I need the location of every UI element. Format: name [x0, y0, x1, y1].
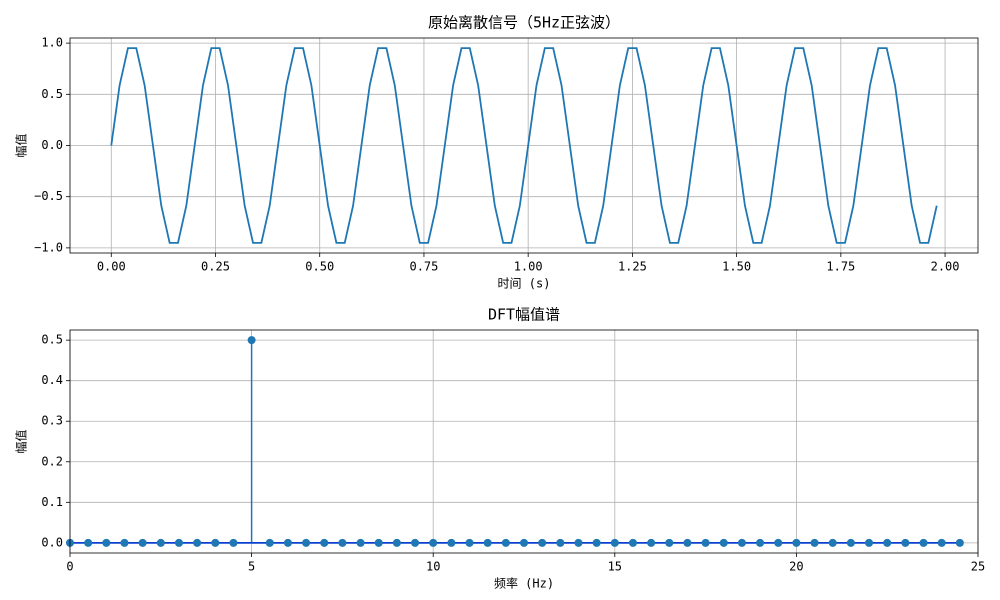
- stem-marker: [919, 538, 928, 547]
- y-tick-label: 0.4: [41, 373, 63, 387]
- x-tick-label: 0.75: [409, 260, 438, 274]
- stem-marker: [883, 538, 892, 547]
- stem-marker: [955, 538, 964, 547]
- y-tick-label: −1.0: [34, 240, 63, 254]
- x-axis-label: 时间 (s): [498, 277, 551, 291]
- stem-marker: [320, 538, 329, 547]
- y-tick-label: 0.5: [41, 87, 63, 101]
- stem-marker: [102, 538, 111, 547]
- stem-marker: [628, 538, 637, 547]
- stem-marker: [737, 538, 746, 547]
- stem-marker: [610, 538, 619, 547]
- x-tick-label: 0.00: [97, 260, 126, 274]
- y-tick-label: 0.1: [41, 495, 63, 509]
- stem-marker: [556, 538, 565, 547]
- y-axis-label: 幅值: [14, 429, 29, 453]
- stem-marker: [138, 538, 147, 547]
- stem-marker: [865, 538, 874, 547]
- y-tick-label: 0.5: [41, 333, 63, 347]
- x-tick-label: 0.50: [305, 260, 334, 274]
- stem-marker: [756, 538, 765, 547]
- stem-marker: [937, 538, 946, 547]
- x-tick-label: 20: [789, 560, 803, 574]
- stem-marker: [719, 538, 728, 547]
- x-tick-label: 5: [248, 560, 255, 574]
- y-tick-label: 0.3: [41, 414, 63, 428]
- y-tick-label: 1.0: [41, 36, 63, 50]
- x-tick-label: 0.25: [201, 260, 230, 274]
- y-tick-label: 0.2: [41, 454, 63, 468]
- stem-marker: [374, 538, 383, 547]
- x-tick-label: 1.75: [826, 260, 855, 274]
- stem-marker: [574, 538, 583, 547]
- stem-marker: [538, 538, 547, 547]
- stem-marker: [665, 538, 674, 547]
- stem-marker: [120, 538, 129, 547]
- stem-marker: [774, 538, 783, 547]
- stem-marker: [265, 538, 274, 547]
- stem-marker: [447, 538, 456, 547]
- x-tick-label: 2.00: [931, 260, 960, 274]
- stem-marker: [429, 538, 438, 547]
- stem-marker: [701, 538, 710, 547]
- stem-marker: [211, 538, 220, 547]
- y-axis-label: 幅值: [14, 133, 29, 157]
- stem-marker: [411, 538, 420, 547]
- stem-marker: [302, 538, 311, 547]
- stem-marker: [483, 538, 492, 547]
- x-tick-label: 1.00: [514, 260, 543, 274]
- stem-marker: [901, 538, 910, 547]
- stem-marker: [792, 538, 801, 547]
- stem-marker: [156, 538, 165, 547]
- stem-marker: [647, 538, 656, 547]
- y-tick-label: 0.0: [41, 535, 63, 549]
- x-axis-label: 频率 (Hz): [494, 576, 554, 591]
- chart-title: 原始离散信号（5Hz正弦波）: [428, 14, 620, 32]
- stem-marker: [356, 538, 365, 547]
- x-tick-label: 25: [971, 560, 985, 574]
- signal-line: [110, 47, 938, 244]
- stem-marker: [683, 538, 692, 547]
- stem-marker: [193, 538, 202, 547]
- stem-marker: [592, 538, 601, 547]
- y-tick-label: 0.0: [41, 138, 63, 152]
- x-tick-label: 10: [426, 560, 440, 574]
- stem-marker: [174, 538, 183, 547]
- stem-marker: [520, 538, 528, 547]
- x-tick-label: 0: [66, 560, 73, 574]
- stem-marker: [810, 538, 819, 547]
- x-tick-label: 1.50: [722, 260, 751, 274]
- stem-marker: [828, 538, 837, 547]
- stem-marker: [392, 538, 401, 547]
- stem-marker: [84, 538, 93, 547]
- x-tick-label: 15: [608, 560, 622, 574]
- stem-marker: [338, 538, 347, 547]
- stem-marker: [283, 538, 292, 547]
- y-tick-label: −0.5: [34, 189, 63, 203]
- stem-marker: [247, 336, 256, 345]
- stem-marker: [229, 538, 238, 547]
- stem-marker: [501, 538, 510, 547]
- axes-frame: [69, 37, 979, 254]
- chart-title: DFT幅值谱: [488, 306, 560, 324]
- stem-marker: [465, 538, 474, 547]
- stem-marker: [846, 538, 855, 547]
- axes-frame: [69, 329, 979, 554]
- x-tick-label: 1.25: [618, 260, 647, 274]
